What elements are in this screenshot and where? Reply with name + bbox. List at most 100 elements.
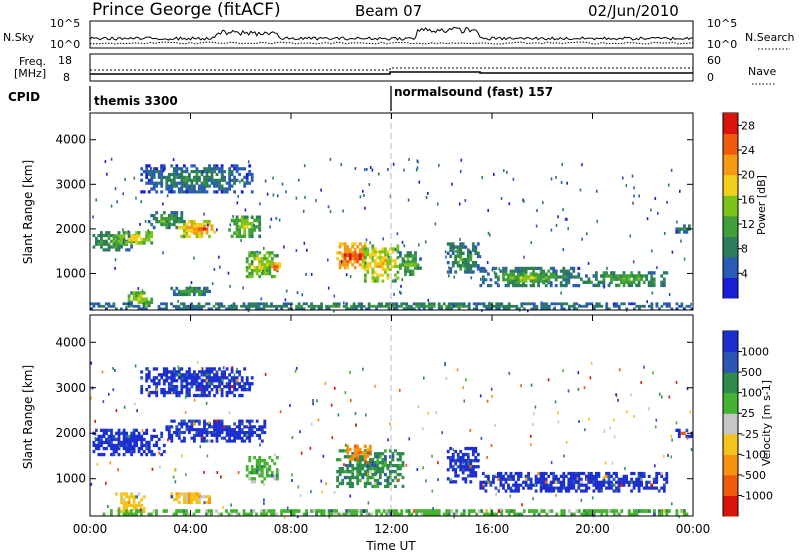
power-cell xyxy=(300,307,303,311)
velocity-cell xyxy=(228,428,231,432)
power-cell xyxy=(620,302,624,306)
power-cell xyxy=(330,304,333,308)
power-cell xyxy=(180,167,184,171)
power-cell xyxy=(175,181,179,185)
velocity-cell xyxy=(170,376,174,380)
velocity-cell xyxy=(569,483,573,487)
power-cell xyxy=(643,304,646,308)
power-cell xyxy=(190,181,194,185)
velocity-cell xyxy=(381,467,385,471)
velocity-cell xyxy=(305,509,308,513)
time-tick-label: 20:00 xyxy=(575,522,610,536)
power-cell xyxy=(200,181,204,185)
power-cell xyxy=(552,275,556,279)
velocity-cell xyxy=(250,512,253,517)
power-cell xyxy=(602,283,606,288)
velocity-cell xyxy=(183,436,186,440)
velocity-speck xyxy=(577,387,580,391)
power-cell xyxy=(200,289,204,294)
power-cell xyxy=(378,253,382,257)
velocity-cell xyxy=(492,512,496,517)
velocity-cell xyxy=(652,477,656,481)
velocity-cell xyxy=(476,452,480,457)
power-cell xyxy=(554,275,558,279)
velocity-cell xyxy=(683,431,686,435)
velocity-cell xyxy=(534,474,538,478)
power-cell xyxy=(188,234,191,239)
power-cell xyxy=(105,307,108,311)
velocity-speck xyxy=(486,455,488,459)
power-cell xyxy=(180,211,184,215)
power-cell xyxy=(367,304,371,308)
velocity-cell xyxy=(122,446,126,451)
power-cell xyxy=(258,251,262,255)
velocity-cell xyxy=(282,509,286,513)
velocity-cell xyxy=(238,428,241,432)
velocity-speck xyxy=(626,410,628,414)
velocity-cell xyxy=(112,452,116,457)
power-cell xyxy=(162,222,166,227)
velocity-cell xyxy=(195,492,199,496)
power-cell xyxy=(145,234,149,239)
power-cell xyxy=(185,222,189,227)
velocity-cell xyxy=(220,512,223,517)
velocity-cell xyxy=(400,512,404,517)
power-cell xyxy=(278,265,282,269)
power-cell xyxy=(540,307,544,311)
velocity-cell xyxy=(592,489,596,493)
velocity-speck xyxy=(686,387,689,391)
velocity-region xyxy=(92,428,166,457)
velocity-speck xyxy=(101,370,104,374)
velocity-cell xyxy=(195,419,199,423)
power-cell xyxy=(97,304,101,308)
power-cell xyxy=(559,269,563,273)
power-cell xyxy=(245,269,249,273)
freq-label-line1: Freq. xyxy=(19,55,46,68)
velocity-cell xyxy=(600,512,604,517)
power-speck xyxy=(162,202,164,206)
power-cell xyxy=(172,167,176,171)
velocity-cell xyxy=(534,489,538,493)
power-speck xyxy=(493,270,496,274)
power-cell xyxy=(175,175,179,179)
velocity-cell xyxy=(130,431,133,435)
velocity-cell xyxy=(92,449,96,454)
power-cell xyxy=(520,302,524,306)
velocity-cell xyxy=(165,373,169,377)
velocity-cell xyxy=(461,452,465,457)
velocity-speck xyxy=(617,398,619,402)
power-cell xyxy=(165,181,169,185)
velocity-cell xyxy=(350,509,353,513)
velocity-cell xyxy=(125,437,128,442)
power-cell xyxy=(222,304,226,308)
power-cell xyxy=(188,172,191,177)
velocity-speck xyxy=(156,388,158,392)
velocity-cell xyxy=(235,382,239,386)
velocity-cell xyxy=(175,373,179,377)
power-cell xyxy=(630,280,633,284)
velocity-cell xyxy=(172,385,176,389)
velocity-cell xyxy=(600,489,603,493)
velocity-speck xyxy=(263,498,265,502)
power-cell xyxy=(110,234,113,238)
power-cell xyxy=(180,307,183,311)
velocity-cell xyxy=(142,507,146,511)
velocity-cell xyxy=(205,373,209,377)
velocity-speck xyxy=(591,496,594,500)
velocity-cell xyxy=(366,470,370,474)
velocity-cell xyxy=(200,388,204,392)
power-cell xyxy=(532,276,535,280)
power-cell xyxy=(404,263,407,267)
power-cell xyxy=(550,302,554,306)
power-cell xyxy=(520,304,524,308)
velocity-cell xyxy=(235,379,239,383)
velocity-speck xyxy=(437,461,439,465)
power-cell xyxy=(157,170,161,174)
power-cell xyxy=(135,297,138,301)
power-cell xyxy=(363,279,367,283)
velocity-cell xyxy=(382,509,386,513)
velocity-cell xyxy=(122,507,126,511)
velocity-speck xyxy=(349,370,351,374)
power-cell xyxy=(662,271,666,275)
velocity-speck xyxy=(640,381,643,385)
